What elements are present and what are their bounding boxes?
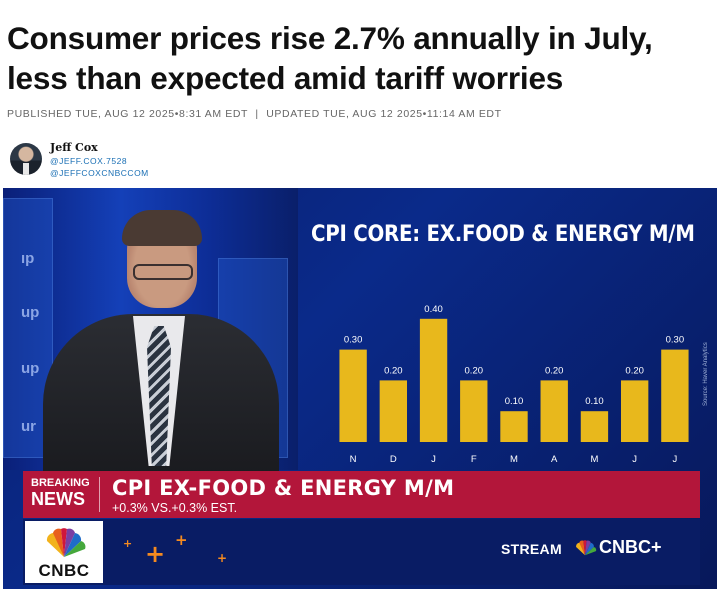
anchor-tie [147, 326, 171, 466]
author-facebook-link[interactable]: @JEFF.COX.7528 [50, 156, 128, 166]
chart-tick-label: D [390, 454, 397, 465]
chart-tick-label: N [350, 454, 357, 465]
peacock-icon [46, 528, 86, 557]
chart-tick-label: M [510, 454, 518, 465]
video-player[interactable]: ıp up up ur CPI CORE: EX.FOOD & ENERGY M… [3, 188, 717, 589]
studio-background: ıp up up ur [3, 188, 298, 474]
cnbc-logo: CNBC [25, 521, 103, 583]
chart-tick-label: J [632, 454, 637, 465]
chart-bar [580, 411, 609, 442]
author-avatar[interactable] [10, 143, 42, 175]
ticker-subline: +0.3% VS.+0.3% EST. [112, 501, 238, 515]
chart-data-label: 0.20 [625, 365, 644, 376]
author-name[interactable]: Jeff Cox [50, 141, 98, 154]
author-twitter-link[interactable]: @JEFFCOXCNBCCOM [50, 168, 149, 178]
chart-bar [661, 349, 689, 442]
news-label: NEWS [31, 489, 85, 509]
chart-data-label: 0.40 [424, 304, 443, 315]
studio-word: ıp [21, 250, 35, 267]
chart-data-label: 0.30 [666, 335, 685, 346]
published-date: PUBLISHED TUE, AUG 12 2025•8:31 AM EDT [7, 108, 248, 120]
chart-data-label: 0.10 [505, 396, 524, 407]
studio-word: up [21, 360, 40, 377]
anchor-glasses [133, 264, 193, 280]
chart-tick-label: A [551, 454, 558, 465]
bar-chart: 0.30 N 0.20 D 0.40 J 0.20 F 0.10 M 0.20 A 0.10 M 0.20 J… [339, 304, 689, 465]
ticker-divider [99, 477, 100, 512]
chart-data-label: 0.20 [465, 365, 484, 376]
cnbc-plus-brand: CNBC+ [599, 537, 662, 557]
ticker-headline: CPI EX-FOOD & ENERGY M/M [112, 476, 455, 500]
chart-bar [620, 380, 649, 442]
chart-bar [460, 380, 488, 442]
chart-data-label: 0.20 [545, 365, 564, 376]
article-meta: PUBLISHED TUE, AUG 12 2025•8:31 AM EDT |… [7, 108, 502, 120]
source-note: Source: Haver Analytics [703, 342, 709, 406]
plus-decoration: + [175, 531, 188, 549]
chart-bar [500, 411, 528, 442]
anchor-hair [122, 210, 202, 246]
chart-bar [419, 318, 448, 442]
chart-data-label: 0.10 [585, 396, 604, 407]
chart-tick-label: J [673, 454, 678, 465]
chart-tick-label: J [431, 454, 436, 465]
logo-text: CNBC [38, 561, 90, 580]
studio-word: up [21, 304, 40, 321]
chart-bar [379, 380, 408, 442]
chart-panel: CPI CORE: EX.FOOD & ENERGY M/M 0.30 N 0.20… [297, 202, 705, 472]
updated-date: UPDATED TUE, AUG 12 2025•11:14 AM EDT [266, 108, 502, 120]
chart-bar [339, 349, 367, 442]
chart-bar [540, 380, 568, 442]
chart-data-label: 0.20 [384, 365, 403, 376]
breaking-news-ticker: BREAKING NEWS CPI EX-FOOD & ENERGY M/M +… [23, 471, 700, 518]
chart-data-label: 0.30 [344, 335, 363, 346]
article-headline: Consumer prices rise 2.7% annually in Ju… [7, 20, 653, 96]
chart-tick-label: F [471, 454, 477, 465]
plus-decoration: + [123, 537, 133, 550]
meta-separator: | [255, 108, 259, 120]
breaking-news-tag: BREAKING NEWS [31, 477, 95, 509]
plus-decoration: + [217, 551, 228, 565]
chart-tick-label: M [590, 454, 598, 465]
stream-label: STREAM [501, 541, 562, 557]
peacock-icon [576, 540, 597, 556]
breaking-label: BREAKING [31, 477, 90, 489]
chart-title: CPI CORE: EX.FOOD & ENERGY M/M [311, 222, 695, 247]
plus-decoration: + [145, 540, 166, 568]
studio-word: ur [21, 418, 36, 435]
